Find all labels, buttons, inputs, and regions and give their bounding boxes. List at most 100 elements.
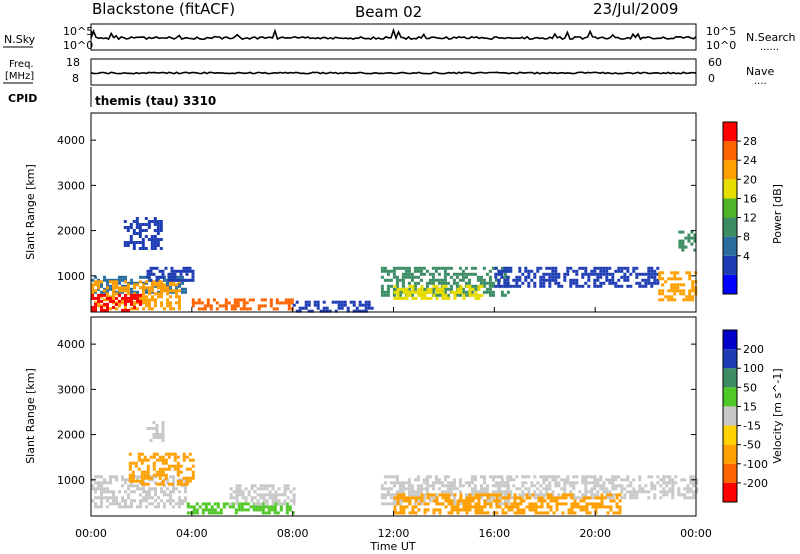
power-cell bbox=[230, 304, 234, 308]
power-cell bbox=[124, 275, 127, 279]
velocity-cell bbox=[510, 508, 514, 512]
velocity-cell bbox=[426, 496, 430, 500]
velocity-cell bbox=[590, 490, 594, 494]
velocity-cell bbox=[259, 493, 263, 497]
velocity-cell bbox=[446, 487, 450, 491]
velocity-cell bbox=[629, 484, 633, 488]
velocity-cell bbox=[573, 511, 577, 515]
velocity-cell bbox=[500, 478, 504, 482]
power-cell bbox=[133, 292, 136, 296]
velocity-cell bbox=[692, 475, 696, 479]
power-cell bbox=[153, 235, 157, 238]
velocity-cell bbox=[536, 481, 540, 485]
velocity-cell bbox=[581, 493, 585, 497]
velocity-cell bbox=[503, 484, 507, 488]
velocity-cell bbox=[593, 475, 597, 479]
velocity-cell bbox=[154, 490, 157, 494]
power-cell bbox=[380, 269, 384, 273]
power-cell bbox=[542, 278, 546, 282]
velocity-cell bbox=[142, 490, 145, 494]
velocity-cell bbox=[396, 511, 400, 515]
power-cell bbox=[145, 295, 148, 299]
velocity-cell bbox=[410, 484, 414, 488]
power-cell bbox=[557, 284, 561, 288]
power-cell bbox=[474, 290, 478, 294]
power-cell bbox=[456, 287, 460, 291]
velocity-cell bbox=[188, 476, 192, 480]
velocity-cell bbox=[271, 487, 275, 491]
velocity-cell bbox=[671, 487, 675, 491]
velocity-cell bbox=[128, 473, 132, 477]
velocity-cell bbox=[283, 499, 287, 503]
power-cell bbox=[681, 239, 685, 243]
velocity-cell bbox=[167, 452, 171, 456]
velocity-cell bbox=[94, 502, 97, 506]
velocity-cell bbox=[525, 505, 529, 509]
power-cell bbox=[126, 244, 130, 247]
velocity-cell bbox=[554, 484, 558, 488]
power-cell bbox=[178, 289, 181, 293]
power-cell bbox=[417, 293, 421, 297]
power-cell bbox=[691, 298, 695, 302]
power-cell bbox=[437, 293, 441, 297]
power-cell bbox=[307, 303, 311, 307]
velocity-cell bbox=[164, 476, 168, 480]
velocity-cell bbox=[250, 496, 254, 500]
power-cell bbox=[599, 269, 603, 273]
power-cell bbox=[462, 293, 466, 297]
velocity-cell bbox=[585, 502, 589, 506]
velocity-cell bbox=[426, 508, 430, 512]
velocity-cell bbox=[506, 475, 510, 479]
velocity-cell bbox=[600, 502, 604, 506]
velocity-cell bbox=[416, 499, 420, 503]
power-cell bbox=[470, 266, 474, 270]
velocity-cell bbox=[573, 499, 577, 503]
power-cell bbox=[398, 266, 402, 270]
power-cell bbox=[269, 298, 273, 302]
power-cell bbox=[635, 272, 639, 276]
power-cell bbox=[126, 229, 130, 232]
velocity-cell bbox=[504, 502, 508, 506]
power-cell bbox=[130, 278, 133, 282]
power-cell bbox=[257, 307, 261, 311]
velocity-cell bbox=[134, 479, 138, 483]
power-cell bbox=[182, 278, 186, 282]
velocity-cell bbox=[609, 493, 613, 497]
velocity-cell bbox=[401, 487, 405, 491]
velocity-cell bbox=[262, 487, 266, 491]
power-cell bbox=[673, 274, 677, 278]
velocity-cell bbox=[618, 508, 622, 512]
velocity-cell bbox=[399, 505, 403, 509]
power-cell bbox=[118, 304, 121, 308]
velocity-cell bbox=[492, 499, 496, 503]
power-cell bbox=[485, 287, 489, 291]
velocity-cell bbox=[561, 502, 565, 506]
power-cell bbox=[647, 272, 651, 276]
velocity-cell bbox=[615, 505, 619, 509]
velocity-cell bbox=[470, 487, 474, 491]
velocity-cell bbox=[112, 499, 115, 503]
velocity-cell bbox=[261, 502, 265, 506]
velocity-cell bbox=[178, 502, 181, 506]
power-cell bbox=[248, 307, 252, 311]
velocity-cell bbox=[464, 493, 468, 497]
velocity-cell bbox=[386, 490, 390, 494]
velocity-cell bbox=[533, 484, 537, 488]
power-cell bbox=[548, 284, 552, 288]
velocity-cell bbox=[500, 502, 504, 506]
velocity-cell bbox=[635, 496, 639, 500]
velocity-cell bbox=[641, 490, 645, 494]
velocity-cell bbox=[244, 496, 248, 500]
velocity-cell bbox=[188, 452, 192, 456]
velocity-cell bbox=[561, 493, 565, 497]
power-cell bbox=[212, 298, 216, 302]
velocity-cell bbox=[146, 470, 150, 474]
power-cell bbox=[153, 223, 157, 226]
power-cell bbox=[118, 286, 121, 290]
velocity-cell bbox=[140, 473, 144, 477]
velocity-cell bbox=[668, 478, 672, 482]
velocity-cell bbox=[121, 496, 124, 500]
velocity-cell bbox=[398, 487, 402, 491]
velocity-cell bbox=[483, 499, 487, 503]
